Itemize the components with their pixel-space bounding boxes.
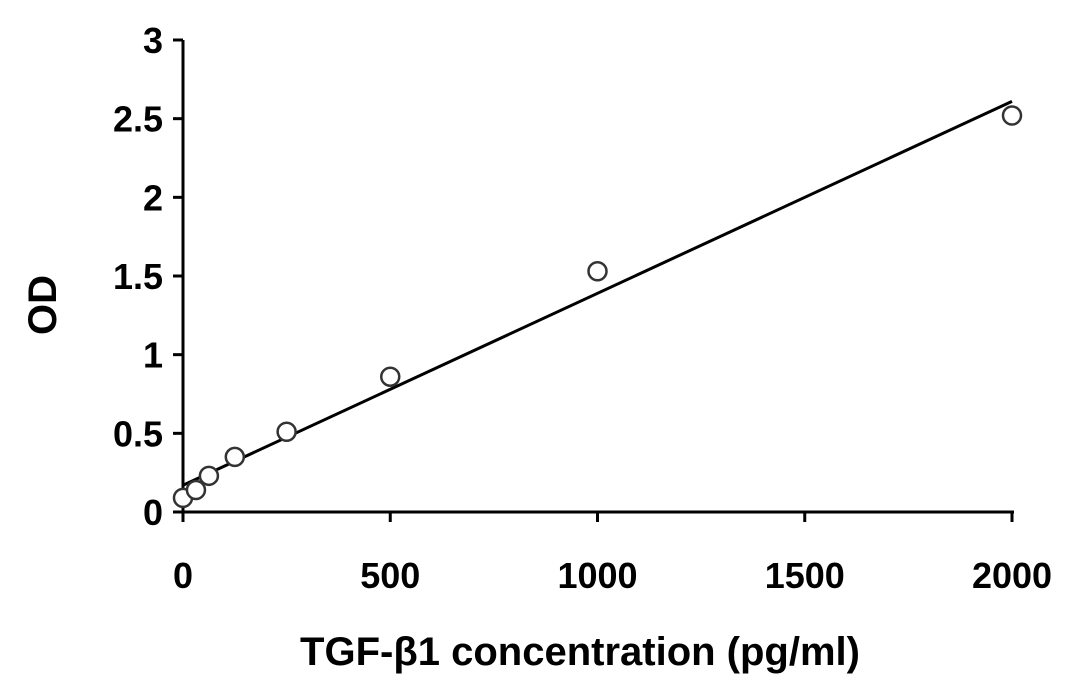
x-tick-label: 1500 [765, 555, 845, 596]
data-points [172, 105, 1023, 509]
data-point [587, 261, 608, 282]
data-point [198, 465, 220, 487]
data-point [224, 446, 246, 468]
data-point [1001, 105, 1023, 126]
y-tick-label: 2.5 [113, 99, 163, 140]
y-axis-title: OD [21, 275, 65, 335]
trendline [182, 99, 1013, 487]
y-axis: 0 0.5 1 1.5 2 2.5 3 [113, 20, 185, 533]
x-axis-title: TGF-β1 concentration (pg/ml) [300, 630, 860, 674]
y-tick-label: 1 [143, 335, 163, 376]
data-point [185, 479, 207, 501]
y-tick-label: 0 [143, 492, 163, 533]
x-tick-label: 2000 [972, 555, 1052, 596]
y-tick-label: 1.5 [113, 256, 163, 297]
data-point [276, 421, 297, 443]
x-tick-label: 500 [360, 555, 420, 596]
y-tick-label: 3 [143, 20, 163, 61]
x-tick-label: 0 [173, 555, 193, 596]
x-axis: 0 500 1000 1500 2000 [173, 510, 1052, 596]
trendline-group [182, 99, 1013, 487]
y-tick-label: 0.5 [113, 413, 163, 454]
y-tick-label: 2 [143, 177, 163, 218]
data-point [380, 366, 401, 387]
x-tick-label: 1000 [557, 555, 637, 596]
